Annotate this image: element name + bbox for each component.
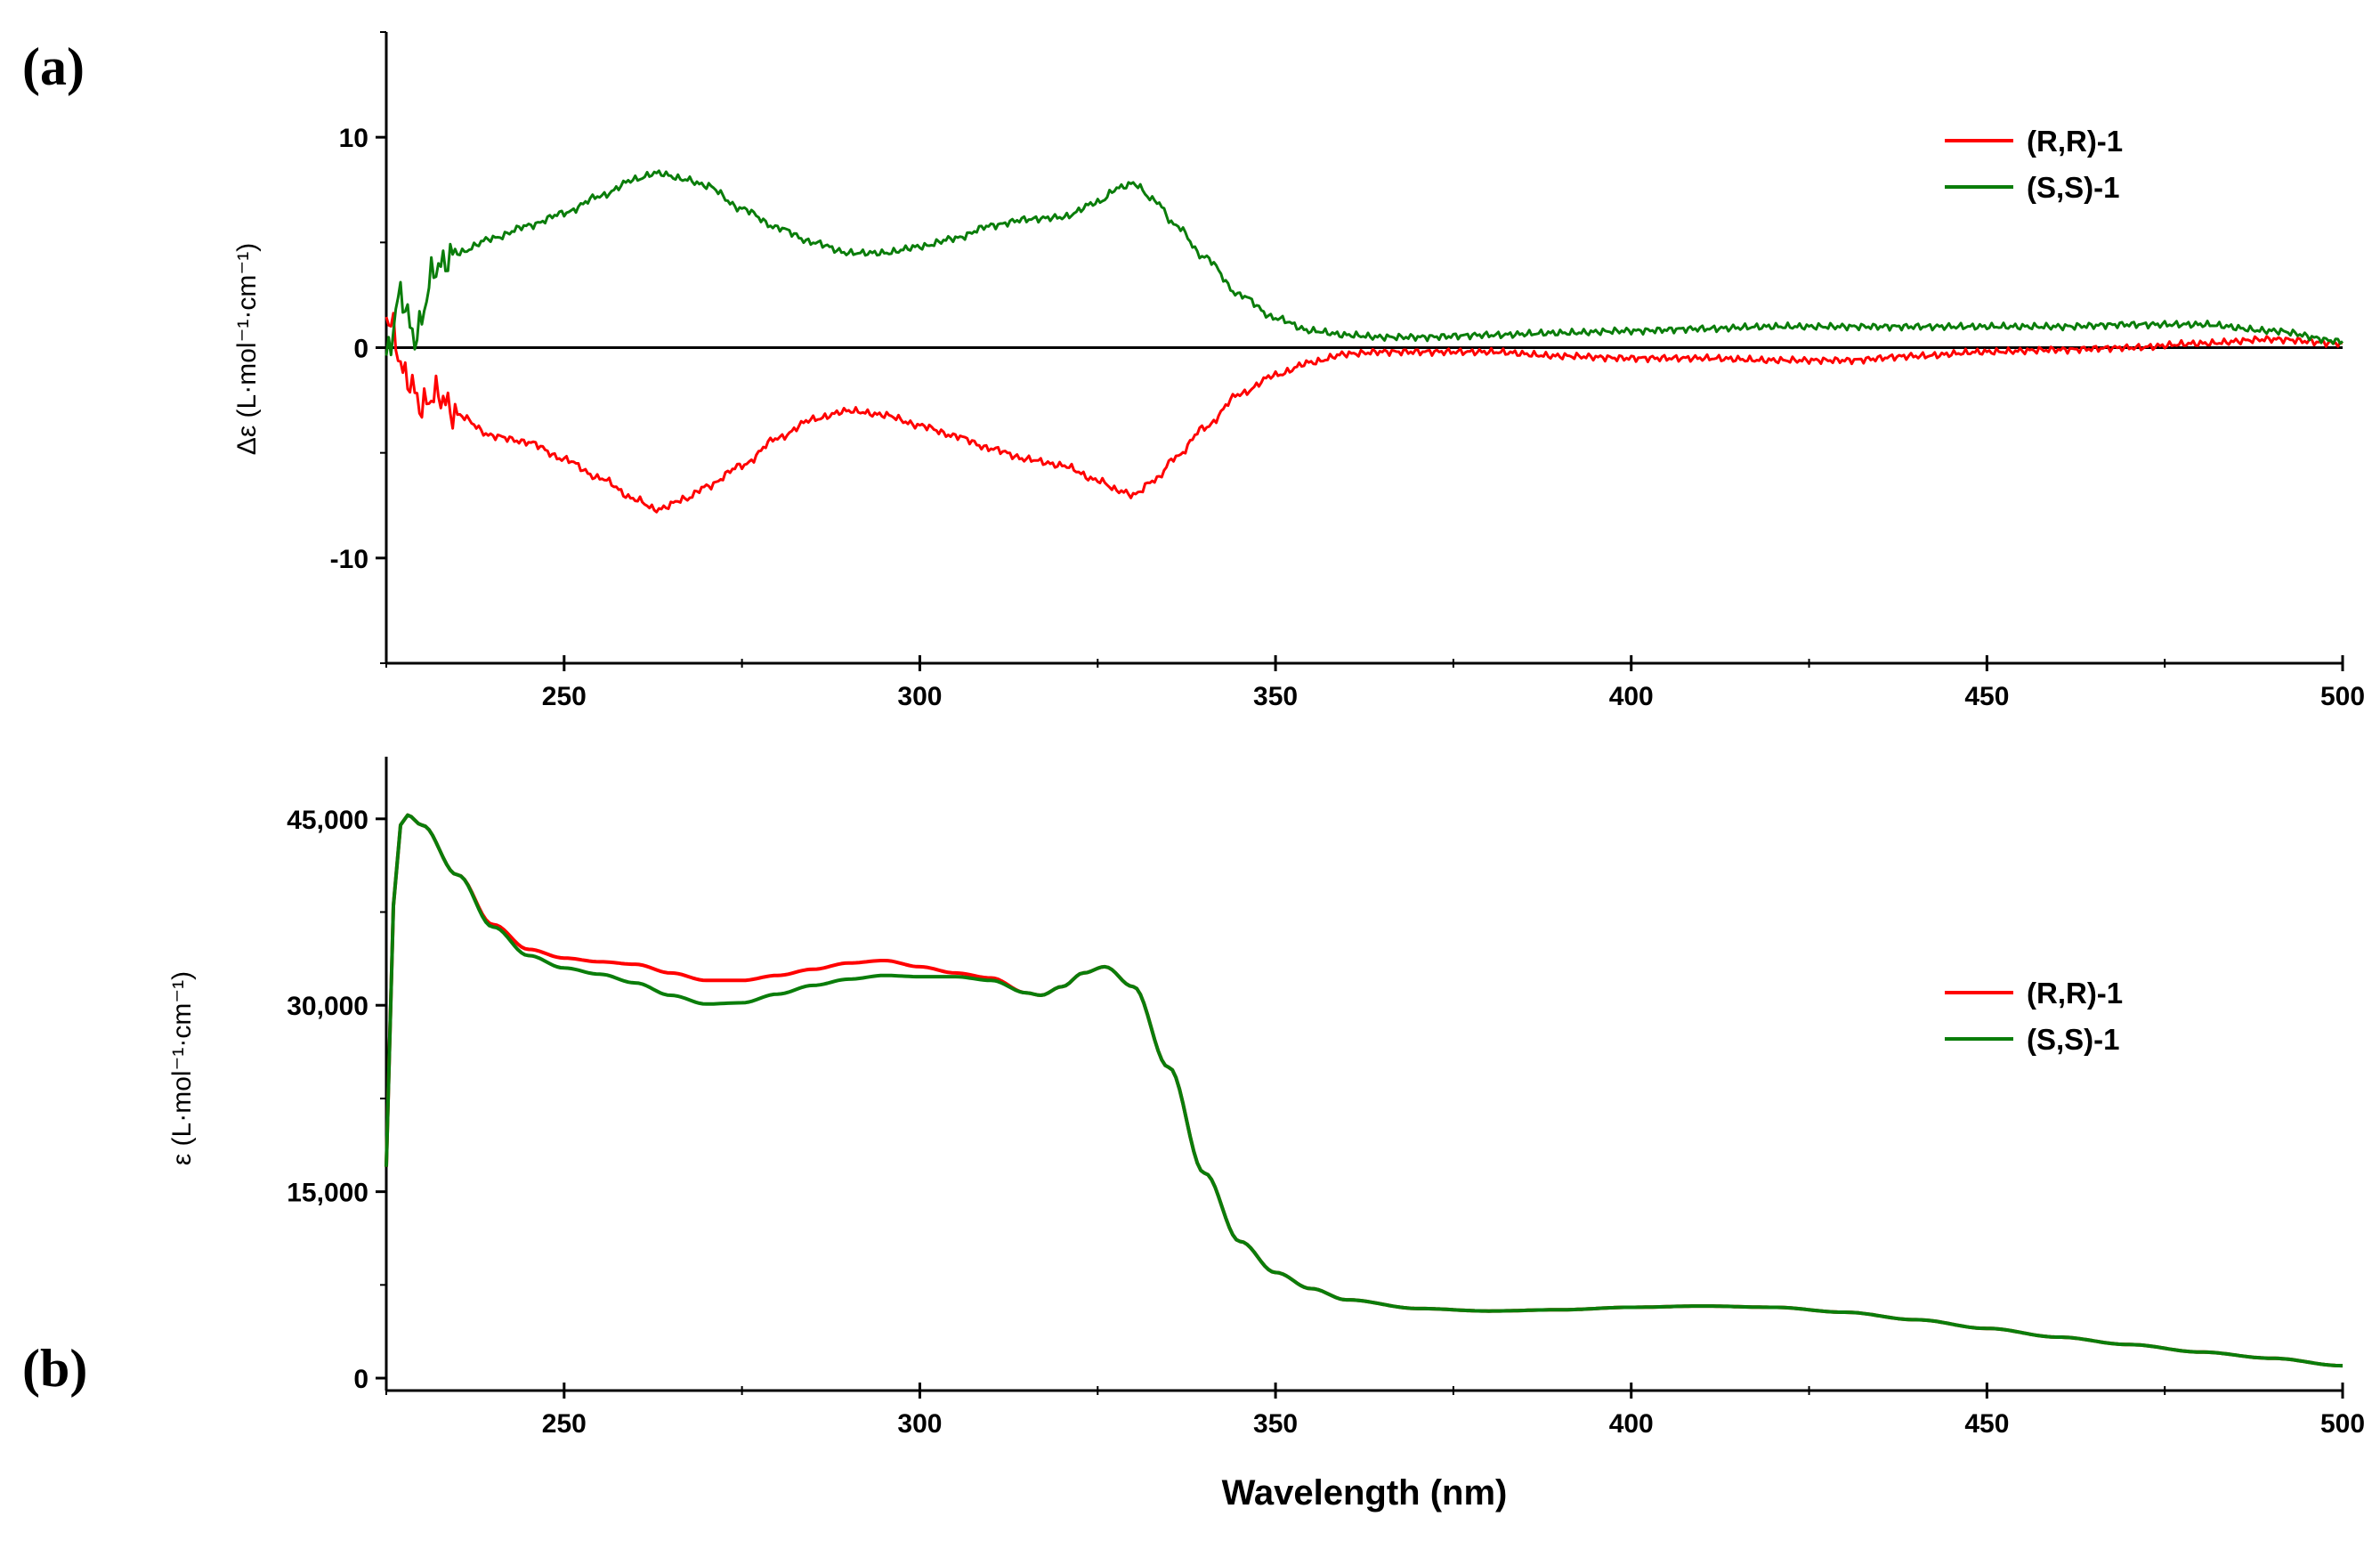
panel-a-x-tick-label: 350 <box>1253 682 1298 711</box>
panel-a-x-tick-label: 300 <box>897 682 942 711</box>
panel-b-x-ticks: 250 300 350 400 450 500 <box>385 1383 2365 1439</box>
panel-b-x-tick-label: 250 <box>542 1409 587 1439</box>
panel-a-series <box>385 169 2344 514</box>
panel-b-x-tick-label: 500 <box>2320 1409 2365 1439</box>
panel-b-legend-label: (S,S)-1 <box>2027 1023 2120 1056</box>
panel-b-series-ss-line <box>385 813 2344 1368</box>
panel-a-legend: (R,R)-1 (S,S)-1 <box>1945 125 2123 204</box>
panel-b-y-tick-label: 0 <box>353 1365 368 1394</box>
panel-a-x-tick-label: 450 <box>1964 682 2009 711</box>
panel-b-x-tick-label: 300 <box>897 1409 942 1439</box>
panel-b-y-ticks: 0 15,000 30,000 45,000 <box>287 806 386 1394</box>
panel-a-x-tick-label: 400 <box>1609 682 1654 711</box>
panel-a-x-ticks: 250 300 350 400 450 500 <box>385 655 2365 711</box>
panel-a-label: (a) <box>22 37 85 96</box>
panel-b-y-tick-label: 30,000 <box>287 992 368 1021</box>
panel-b-y-tick-label: 15,000 <box>287 1179 368 1208</box>
panel-a-legend-label: (R,R)-1 <box>2027 125 2123 158</box>
panel-b: (b) 250 300 350 400 450 500 0 15,000 30,000 45,0… <box>22 757 2365 1513</box>
panel-a-series-ss-line <box>385 169 2344 357</box>
panel-b-y-tick-label: 45,000 <box>287 806 368 835</box>
panel-a-y-axis-title: Δε (L·mol⁻¹·cm⁻¹) <box>232 243 262 455</box>
panel-b-y-axis-title: ε (L·mol⁻¹·cm⁻¹) <box>167 971 197 1165</box>
panel-b-legend: (R,R)-1 (S,S)-1 <box>1945 977 2123 1056</box>
panel-a-x-tick-label: 250 <box>542 682 587 711</box>
panel-a-y-ticks: -10 0 10 <box>330 31 386 664</box>
panel-a: (a) 250 300 350 400 450 500 -10 0 10 Δε (L·mol⁻… <box>22 31 2365 711</box>
panel-a-y-tick-label: 10 <box>339 124 368 153</box>
panel-b-x-axis-title: Wavelength (nm) <box>1222 1473 1508 1513</box>
panel-a-x-tick-label: 500 <box>2320 682 2365 711</box>
panel-a-y-tick-label: 0 <box>353 335 368 364</box>
panel-b-legend-label: (R,R)-1 <box>2027 977 2123 1010</box>
panel-b-x-tick-label: 450 <box>1964 1409 2009 1439</box>
panel-b-x-tick-label: 350 <box>1253 1409 1298 1439</box>
panel-a-legend-label: (S,S)-1 <box>2027 171 2120 204</box>
panel-a-series-rr-line <box>385 312 2344 514</box>
panel-b-x-tick-label: 400 <box>1609 1409 1654 1439</box>
panel-b-label: (b) <box>22 1339 87 1398</box>
panel-a-y-tick-label: -10 <box>330 545 368 574</box>
panel-b-series <box>385 813 2344 1368</box>
